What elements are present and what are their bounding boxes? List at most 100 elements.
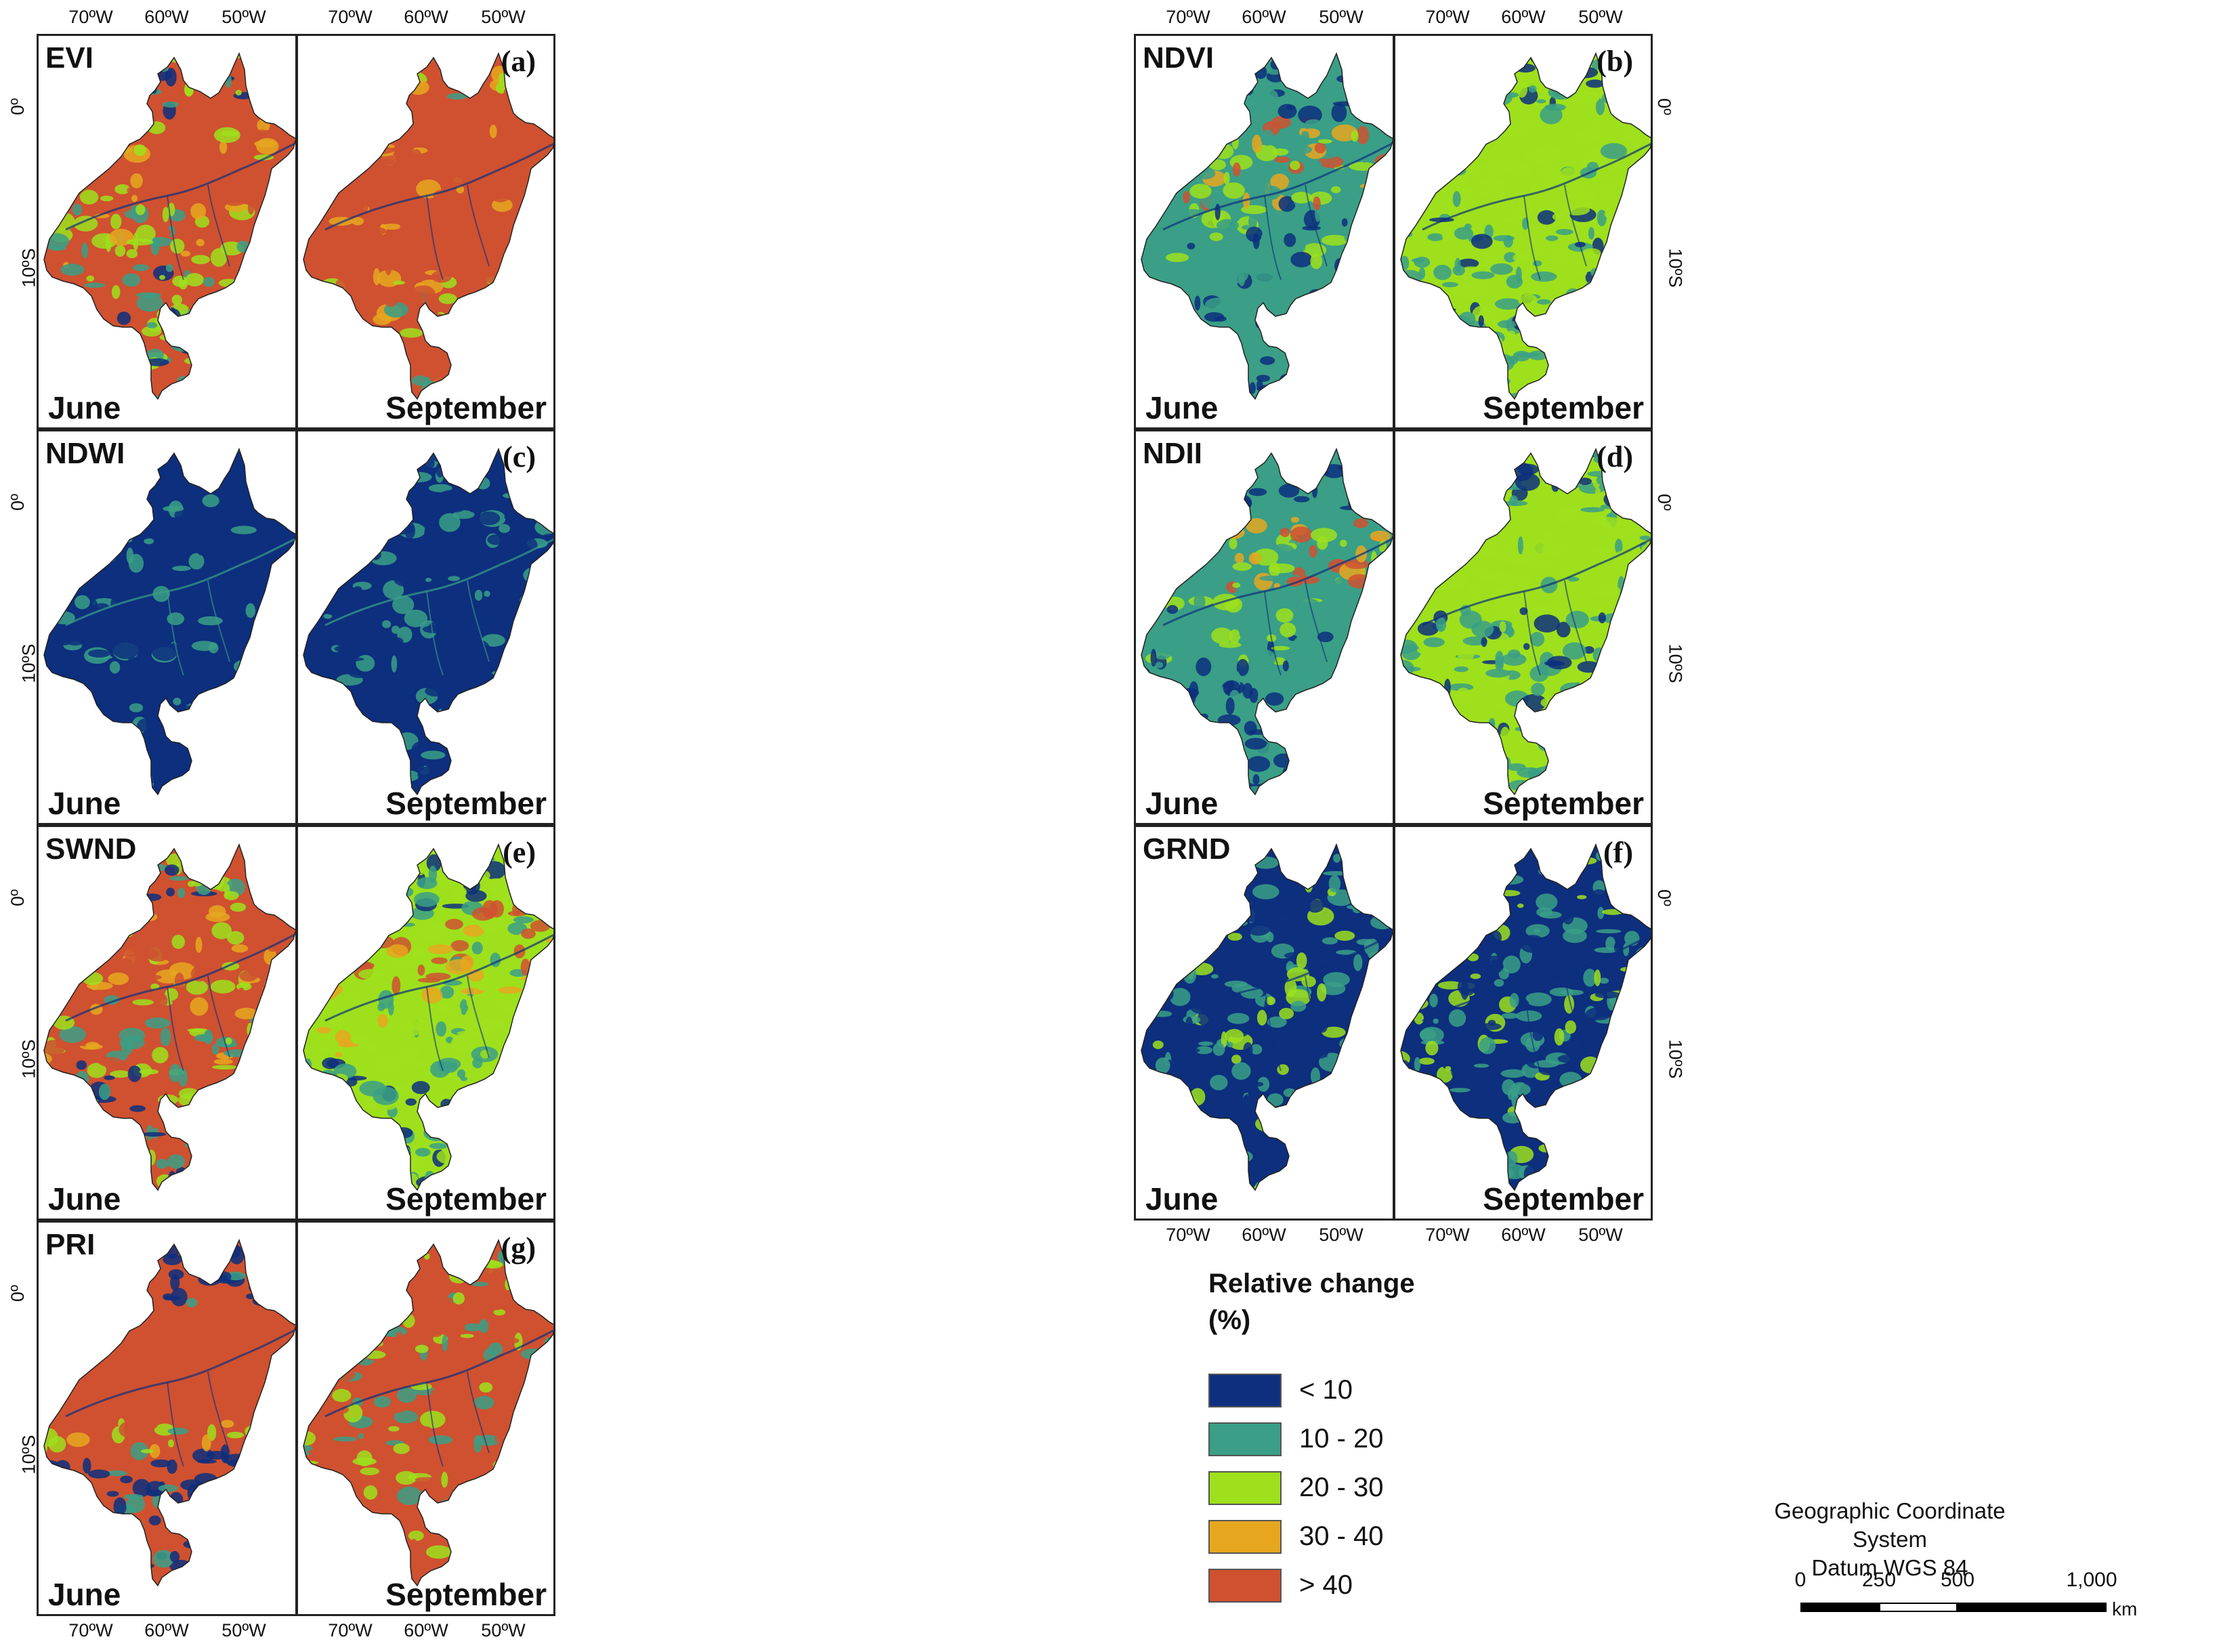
pixel-patch xyxy=(1443,549,1450,568)
pixel-patch xyxy=(547,160,553,175)
pixel-patch xyxy=(112,877,121,884)
pixel-patch xyxy=(546,398,553,399)
pixel-patch xyxy=(496,499,505,509)
pixel-patch xyxy=(115,890,135,908)
pixel-patch xyxy=(110,1070,131,1078)
pixel-patch xyxy=(528,308,543,314)
panel-letter: (g) xyxy=(501,1231,536,1265)
pixel-patch xyxy=(1531,605,1557,614)
pixel-patch xyxy=(1295,1130,1320,1147)
pixel-patch xyxy=(243,286,270,293)
pixel-patch xyxy=(308,471,329,486)
pixel-patch xyxy=(1227,54,1247,58)
pixel-patch xyxy=(1145,1127,1164,1134)
pixel-patch xyxy=(1379,567,1391,573)
pixel-patch xyxy=(303,1484,320,1500)
pixel-patch xyxy=(1410,318,1433,333)
pixel-patch xyxy=(117,877,125,891)
pixel-patch xyxy=(281,1147,295,1165)
pixel-patch xyxy=(1141,667,1151,683)
pixel-patch xyxy=(207,1105,223,1116)
raster-layer xyxy=(303,54,553,399)
pixel-patch xyxy=(211,1296,224,1315)
pixel-patch xyxy=(177,1183,199,1190)
pixel-patch xyxy=(1229,537,1238,549)
pixel-patch xyxy=(1151,1011,1172,1017)
pixel-patch xyxy=(68,1501,77,1517)
pixel-patch xyxy=(1294,59,1302,64)
pixel-patch xyxy=(1346,341,1367,347)
pixel-patch xyxy=(526,290,532,306)
pixel-patch xyxy=(394,62,407,77)
pixel-patch xyxy=(45,712,68,730)
pixel-patch xyxy=(96,925,120,931)
map-panel-june: EVI June xyxy=(37,34,297,429)
pixel-patch xyxy=(1278,196,1296,212)
pixel-patch xyxy=(1418,845,1439,851)
pixel-patch xyxy=(1153,552,1175,563)
pixel-patch xyxy=(148,1515,161,1526)
pixel-patch xyxy=(336,140,363,155)
pixel-patch xyxy=(1147,161,1156,176)
pixel-patch xyxy=(1537,210,1557,225)
pixel-patch xyxy=(101,1330,126,1336)
pixel-patch xyxy=(543,345,553,362)
pixel-patch xyxy=(182,69,207,79)
pixel-patch xyxy=(175,1374,185,1392)
pixel-patch xyxy=(1331,384,1347,396)
pixel-patch xyxy=(1401,1185,1416,1190)
pixel-patch xyxy=(1426,152,1440,156)
pixel-patch xyxy=(1433,165,1444,171)
pixel-patch xyxy=(348,922,371,938)
pixel-patch xyxy=(249,1577,255,1585)
pixel-patch xyxy=(1401,884,1424,897)
pixel-patch xyxy=(348,131,371,139)
pixel-patch xyxy=(339,928,352,947)
pixel-patch xyxy=(44,1291,66,1308)
pixel-patch xyxy=(400,1257,408,1277)
pixel-patch xyxy=(346,886,354,904)
pixel-patch xyxy=(1141,484,1152,501)
pixel-patch xyxy=(463,359,471,365)
pixel-patch xyxy=(192,723,215,731)
pixel-patch xyxy=(1257,1076,1270,1092)
pixel-patch xyxy=(331,1124,339,1143)
pixel-patch xyxy=(1401,941,1416,949)
pixel-patch xyxy=(169,716,193,734)
pixel-patch xyxy=(501,1561,511,1576)
pixel-patch xyxy=(472,1484,487,1500)
pixel-patch xyxy=(92,54,99,58)
tributary-line xyxy=(1523,184,1587,280)
pixel-patch xyxy=(473,1396,494,1410)
pixel-patch xyxy=(1477,892,1489,906)
pixel-patch xyxy=(536,1418,543,1431)
scale-tick-label: 1,000 xyxy=(2066,1569,2117,1591)
month-label: June xyxy=(48,390,121,425)
pixel-patch xyxy=(1282,457,1305,469)
pixel-patch xyxy=(70,1371,77,1381)
pixel-patch xyxy=(1349,712,1364,729)
pixel-patch xyxy=(1297,329,1309,341)
pixel-patch xyxy=(1221,950,1247,958)
pixel-patch xyxy=(1351,130,1359,142)
pixel-patch xyxy=(272,639,290,652)
pixel-patch xyxy=(165,864,179,876)
index-label: NDII xyxy=(1143,437,1202,470)
pixel-patch xyxy=(286,449,295,463)
pixel-patch xyxy=(142,68,158,84)
pixel-patch xyxy=(1271,645,1290,651)
pixel-patch xyxy=(183,449,192,457)
latitude-label: 10ºS xyxy=(18,1039,39,1079)
pixel-patch xyxy=(1152,705,1162,711)
pixel-patch xyxy=(1246,802,1269,810)
pixel-patch xyxy=(1444,389,1457,394)
scale-tick-label: 500 xyxy=(1940,1569,1975,1591)
pixel-patch xyxy=(1207,531,1219,541)
pixel-patch xyxy=(129,464,151,471)
pixel-patch xyxy=(1176,553,1194,561)
pixel-patch xyxy=(1148,923,1156,937)
latitude-label: 0º xyxy=(1653,98,1674,115)
pixel-patch xyxy=(273,500,295,507)
pixel-patch xyxy=(492,299,513,311)
pixel-patch xyxy=(329,169,346,181)
